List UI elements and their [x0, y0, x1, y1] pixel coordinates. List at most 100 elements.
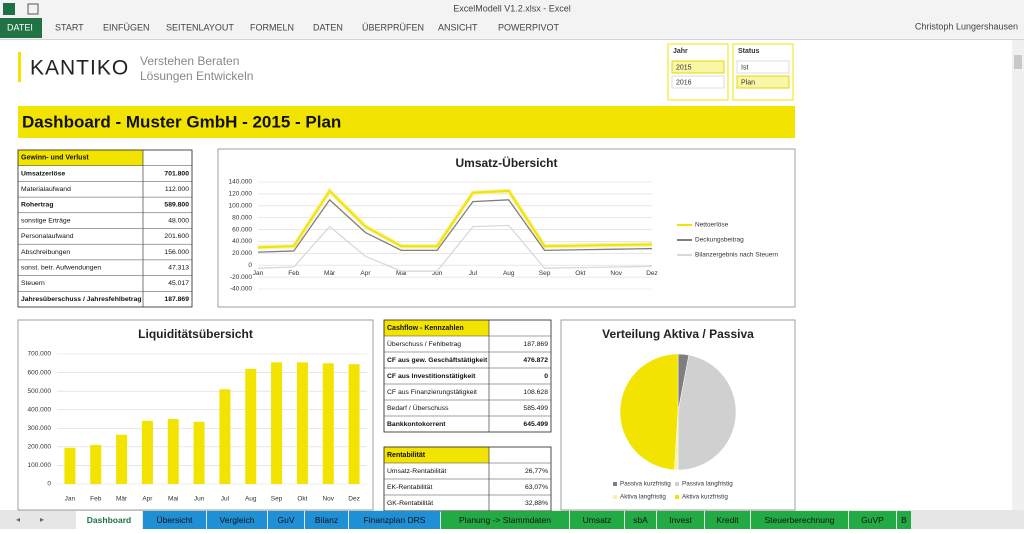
table-label: CF aus Finanzierungstätigkeit: [387, 389, 477, 396]
slicer-item[interactable]: [736, 60, 790, 74]
sheet-tab[interactable]: [76, 511, 142, 529]
sheet-tab-label[interactable]: Invest: [669, 515, 692, 525]
table-label: Materialaufwand: [21, 186, 71, 193]
sheet-tab-label[interactable]: Bilanz: [315, 515, 338, 525]
legend-label: Bilanzergebnis nach Steuern: [695, 252, 778, 259]
legend-label: Aktiva langfristig: [620, 494, 666, 501]
table-label: Steuern: [21, 280, 45, 287]
slicer-item-label[interactable]: Plan: [741, 79, 755, 86]
x-tick-label: Sep: [539, 270, 551, 277]
sheet-tab-label[interactable]: Finanzplan DRS: [364, 515, 426, 525]
table-value: 585.499: [523, 405, 548, 412]
table-label: Überschuss / Fehlbetrag: [387, 340, 461, 348]
table-label: Bankkontokorrent: [387, 421, 446, 428]
sheet-tab-label[interactable]: Vergleich: [220, 515, 255, 525]
save-icon[interactable]: [27, 3, 39, 15]
x-tick-label: Apr: [142, 496, 153, 503]
sheet-tab-label[interactable]: Steuerberechnung: [765, 515, 835, 525]
sheet-tab-label[interactable]: GuV: [277, 515, 294, 525]
table-label: Umsatzerlöse: [21, 170, 65, 177]
table-header: Gewinn- und Verlust: [21, 155, 89, 162]
table-header-bg: [18, 150, 143, 166]
sheet-tab-label[interactable]: Dashboard: [87, 515, 131, 525]
dashboard-title-bar: [18, 106, 795, 138]
sheet-tab[interactable]: [570, 511, 624, 529]
ribbon-tab[interactable]: EINFÜGEN: [103, 22, 150, 32]
table-label: CF aus Investitionstätigkeit: [387, 373, 476, 380]
y-tick-label: 0: [47, 481, 51, 488]
slicer-item-label[interactable]: 2016: [676, 79, 692, 86]
legend-swatch: [613, 495, 617, 499]
slicer-item-label[interactable]: Ist: [741, 64, 748, 71]
x-tick-label: Feb: [90, 496, 102, 503]
y-tick-label: -20.000: [230, 274, 252, 281]
y-tick-label: 0: [248, 262, 252, 269]
scroll-thumb[interactable]: [1014, 55, 1022, 69]
sheet-tab[interactable]: [349, 511, 440, 529]
x-tick-label: Jan: [65, 496, 76, 503]
x-tick-label: Mai: [396, 270, 406, 277]
ribbon-tab[interactable]: DATEI: [7, 22, 33, 32]
sheet-tab[interactable]: [441, 511, 569, 529]
tab-nav[interactable]: ◂: [16, 515, 20, 524]
table-value: 201.600: [164, 233, 189, 240]
x-tick-label: Nov: [610, 270, 622, 277]
slicer-item[interactable]: [671, 75, 725, 89]
ribbon-tab[interactable]: DATEN: [313, 22, 343, 32]
y-tick-label: 40.000: [232, 238, 252, 245]
bar: [141, 420, 153, 484]
tab-nav[interactable]: ▸: [40, 515, 44, 524]
bar: [193, 421, 205, 484]
sheet-tab[interactable]: [751, 511, 848, 529]
series-line: [257, 198, 653, 253]
ribbon-tab[interactable]: START: [55, 22, 84, 32]
x-tick-label: Dez: [348, 496, 360, 503]
sheet-tab[interactable]: [268, 511, 304, 529]
sheet-tab[interactable]: [657, 511, 704, 529]
file-tab-bg: [0, 18, 42, 38]
table-value: 0: [544, 373, 548, 380]
slicer-item[interactable]: [671, 60, 725, 74]
window-title: ExcelModell V1.2.xlsx - Excel: [453, 3, 571, 13]
sheet-tab[interactable]: [305, 511, 348, 529]
sheet-tab[interactable]: [207, 511, 267, 529]
x-tick-label: Okt: [575, 270, 585, 277]
sheet-tab-label[interactable]: B: [901, 515, 907, 525]
ribbon-tab[interactable]: POWERPIVOT: [498, 22, 560, 32]
chart-title: Liquiditätsübersicht: [138, 327, 253, 341]
tagline: Lösungen Entwickeln: [140, 69, 253, 83]
sheet-tab[interactable]: [897, 511, 911, 529]
sheet-tab-label[interactable]: GuVP: [861, 515, 884, 525]
x-tick-label: Apr: [360, 270, 371, 277]
table-label: Jahresüberschuss / Jahresfehlbetrag: [21, 296, 142, 303]
y-tick-label: -40.000: [230, 286, 252, 293]
table-label: EK-Rentabilität: [387, 484, 432, 491]
sheet-tab[interactable]: [705, 511, 750, 529]
y-tick-label: 20.000: [232, 250, 252, 257]
slicer-item-label[interactable]: 2015: [676, 64, 692, 71]
slicer-item[interactable]: [736, 75, 790, 89]
sheet-tab[interactable]: [143, 511, 206, 529]
sheet-tab-label[interactable]: Übersicht: [157, 515, 194, 525]
table-value: 112.000: [165, 186, 189, 193]
sheet-tab-label[interactable]: sbA: [633, 515, 648, 525]
sheet-tab[interactable]: [849, 511, 896, 529]
ribbon-tab[interactable]: ANSICHT: [438, 22, 478, 32]
sheet-tab-label[interactable]: Planung -> Stammdaten: [459, 515, 551, 525]
ribbon-tab[interactable]: ÜBERPRÜFEN: [362, 22, 424, 32]
bar: [245, 368, 257, 484]
pie-slice: [677, 354, 737, 471]
bar: [116, 434, 128, 484]
x-tick-label: Okt: [297, 496, 307, 503]
v-scrollbar[interactable]: [1012, 40, 1024, 510]
bar: [90, 445, 102, 484]
ribbon-tab[interactable]: SEITENLAYOUT: [166, 22, 234, 32]
bar: [219, 389, 231, 484]
sheet-tab[interactable]: [625, 511, 656, 529]
legend-label: Aktiva kurzfristig: [682, 494, 728, 501]
sheet-tab-label[interactable]: Umsatz: [583, 515, 612, 525]
sheet-tab-label[interactable]: Kredit: [716, 515, 739, 525]
ribbon-tab[interactable]: FORMELN: [250, 22, 294, 32]
y-tick-label: 60.000: [232, 226, 252, 233]
x-tick-label: Jun: [194, 496, 205, 503]
